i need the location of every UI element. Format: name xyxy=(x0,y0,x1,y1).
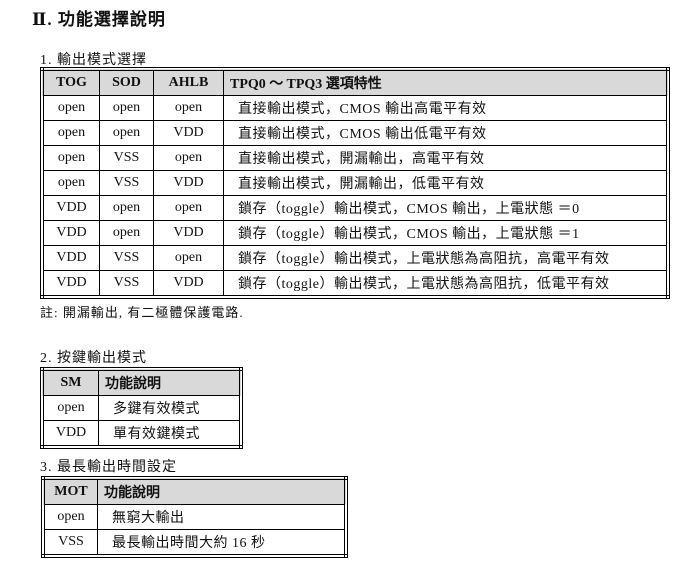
section2-heading: 2. 按鍵輸出模式 xyxy=(40,351,147,366)
header-cell: TOG xyxy=(41,68,100,96)
table-row: open VSS VDD 直接輸出模式，開漏輸出，低電平有效 xyxy=(41,170,669,196)
table-cell: 單有效鍵模式 xyxy=(98,420,242,448)
table-cell: open xyxy=(153,245,224,271)
table-row: open open open 直接輸出模式，CMOS 輸出高電平有效 xyxy=(41,95,669,121)
table-row: VDD VSS open 鎖存（toggle）輸出模式，上電狀態為高阻抗，高電平有效 xyxy=(41,245,669,271)
page-title: Ⅱ. 功能選擇說明 xyxy=(32,10,166,29)
table-cell: 直接輸出模式，開漏輸出，低電平有效 xyxy=(223,170,669,196)
table-cell: open xyxy=(42,504,98,530)
key-mode-table: SM 功能說明 open 多鍵有效模式 VDD 單有效鍵模式 xyxy=(40,367,243,449)
table-row: open 無窮大輸出 xyxy=(42,504,347,530)
table-cell: VDD xyxy=(41,220,100,246)
table-cell: VDD xyxy=(153,270,224,298)
table-cell: 直接輸出模式，開漏輸出，高電平有效 xyxy=(223,145,669,171)
table-cell: 鎖存（toggle）輸出模式，CMOS 輸出，上電狀態 ＝1 xyxy=(223,220,669,246)
table-cell: VSS xyxy=(99,170,154,196)
table-cell: 直接輸出模式，CMOS 輸出低電平有效 xyxy=(223,120,669,146)
section1-heading: 1. 輸出模式選擇 xyxy=(40,53,147,68)
table-cell: open xyxy=(99,120,154,146)
table-cell: VDD xyxy=(41,270,100,298)
table-cell: 多鍵有效模式 xyxy=(98,395,242,421)
table-cell: open xyxy=(99,95,154,121)
table-cell: 鎖存（toggle）輸出模式，CMOS 輸出，上電狀態 ＝0 xyxy=(223,195,669,221)
table-cell: open xyxy=(99,195,154,221)
table-cell: VSS xyxy=(42,529,98,557)
table-cell: VSS xyxy=(99,145,154,171)
table-cell: VSS xyxy=(99,245,154,271)
table-row: VDD VSS VDD 鎖存（toggle）輸出模式，上電狀態為高阻抗，低電平有效 xyxy=(41,270,669,298)
table-note: 註: 開漏輸出, 有二極體保護電路. xyxy=(40,305,244,320)
header-cell: SM xyxy=(41,368,99,396)
output-mode-table: TOG SOD AHLB TPQ0 ～ TPQ3 選項特性 open open op… xyxy=(40,67,670,299)
table-row: VDD 單有效鍵模式 xyxy=(41,420,242,448)
table-cell: VSS xyxy=(99,270,154,298)
max-output-time-table: MOT 功能說明 open 無窮大輸出 VSS 最長輸出時間大約 16 秒 xyxy=(41,476,348,558)
table-header-row: MOT 功能說明 xyxy=(42,477,347,505)
header-cell: SOD xyxy=(99,68,154,96)
table-row: open 多鍵有效模式 xyxy=(41,395,242,421)
table-cell: open xyxy=(153,145,224,171)
header-cell: AHLB xyxy=(153,68,224,96)
table-cell: VDD xyxy=(153,120,224,146)
table-row: VDD open open 鎖存（toggle）輸出模式，CMOS 輸出，上電狀態 ＝… xyxy=(41,195,669,221)
table-cell: 無窮大輸出 xyxy=(97,504,347,530)
table-cell: VDD xyxy=(153,220,224,246)
table-row: open VSS open 直接輸出模式，開漏輸出，高電平有效 xyxy=(41,145,669,171)
table-cell: VDD xyxy=(41,195,100,221)
header-cell: TPQ0 ～ TPQ3 選項特性 xyxy=(223,68,669,96)
table-cell: open xyxy=(41,145,100,171)
table-row: VDD open VDD 鎖存（toggle）輸出模式，CMOS 輸出，上電狀態 ＝1 xyxy=(41,220,669,246)
table-cell: open xyxy=(41,170,100,196)
table-cell: VDD xyxy=(153,170,224,196)
table-cell: open xyxy=(41,95,100,121)
table-row: open open VDD 直接輸出模式，CMOS 輸出低電平有效 xyxy=(41,120,669,146)
table-cell: 直接輸出模式，CMOS 輸出高電平有效 xyxy=(223,95,669,121)
table-row: VSS 最長輸出時間大約 16 秒 xyxy=(42,529,347,557)
header-cell: 功能說明 xyxy=(98,368,242,396)
table-cell: 鎖存（toggle）輸出模式，上電狀態為高阻抗，高電平有效 xyxy=(223,245,669,271)
table-cell: 鎖存（toggle）輸出模式，上電狀態為高阻抗，低電平有效 xyxy=(223,270,669,298)
header-cell: MOT xyxy=(42,477,98,505)
table-cell: 最長輸出時間大約 16 秒 xyxy=(97,529,347,557)
table-cell: VDD xyxy=(41,245,100,271)
table-cell: VDD xyxy=(41,420,99,448)
table-cell: open xyxy=(41,120,100,146)
table-cell: open xyxy=(153,195,224,221)
table-cell: open xyxy=(41,395,99,421)
section3-heading: 3. 最長輸出時間設定 xyxy=(40,460,177,475)
table-cell: open xyxy=(153,95,224,121)
table-cell: open xyxy=(99,220,154,246)
table-header-row: TOG SOD AHLB TPQ0 ～ TPQ3 選項特性 xyxy=(41,68,669,96)
header-cell: 功能說明 xyxy=(97,477,347,505)
table-header-row: SM 功能說明 xyxy=(41,368,242,396)
